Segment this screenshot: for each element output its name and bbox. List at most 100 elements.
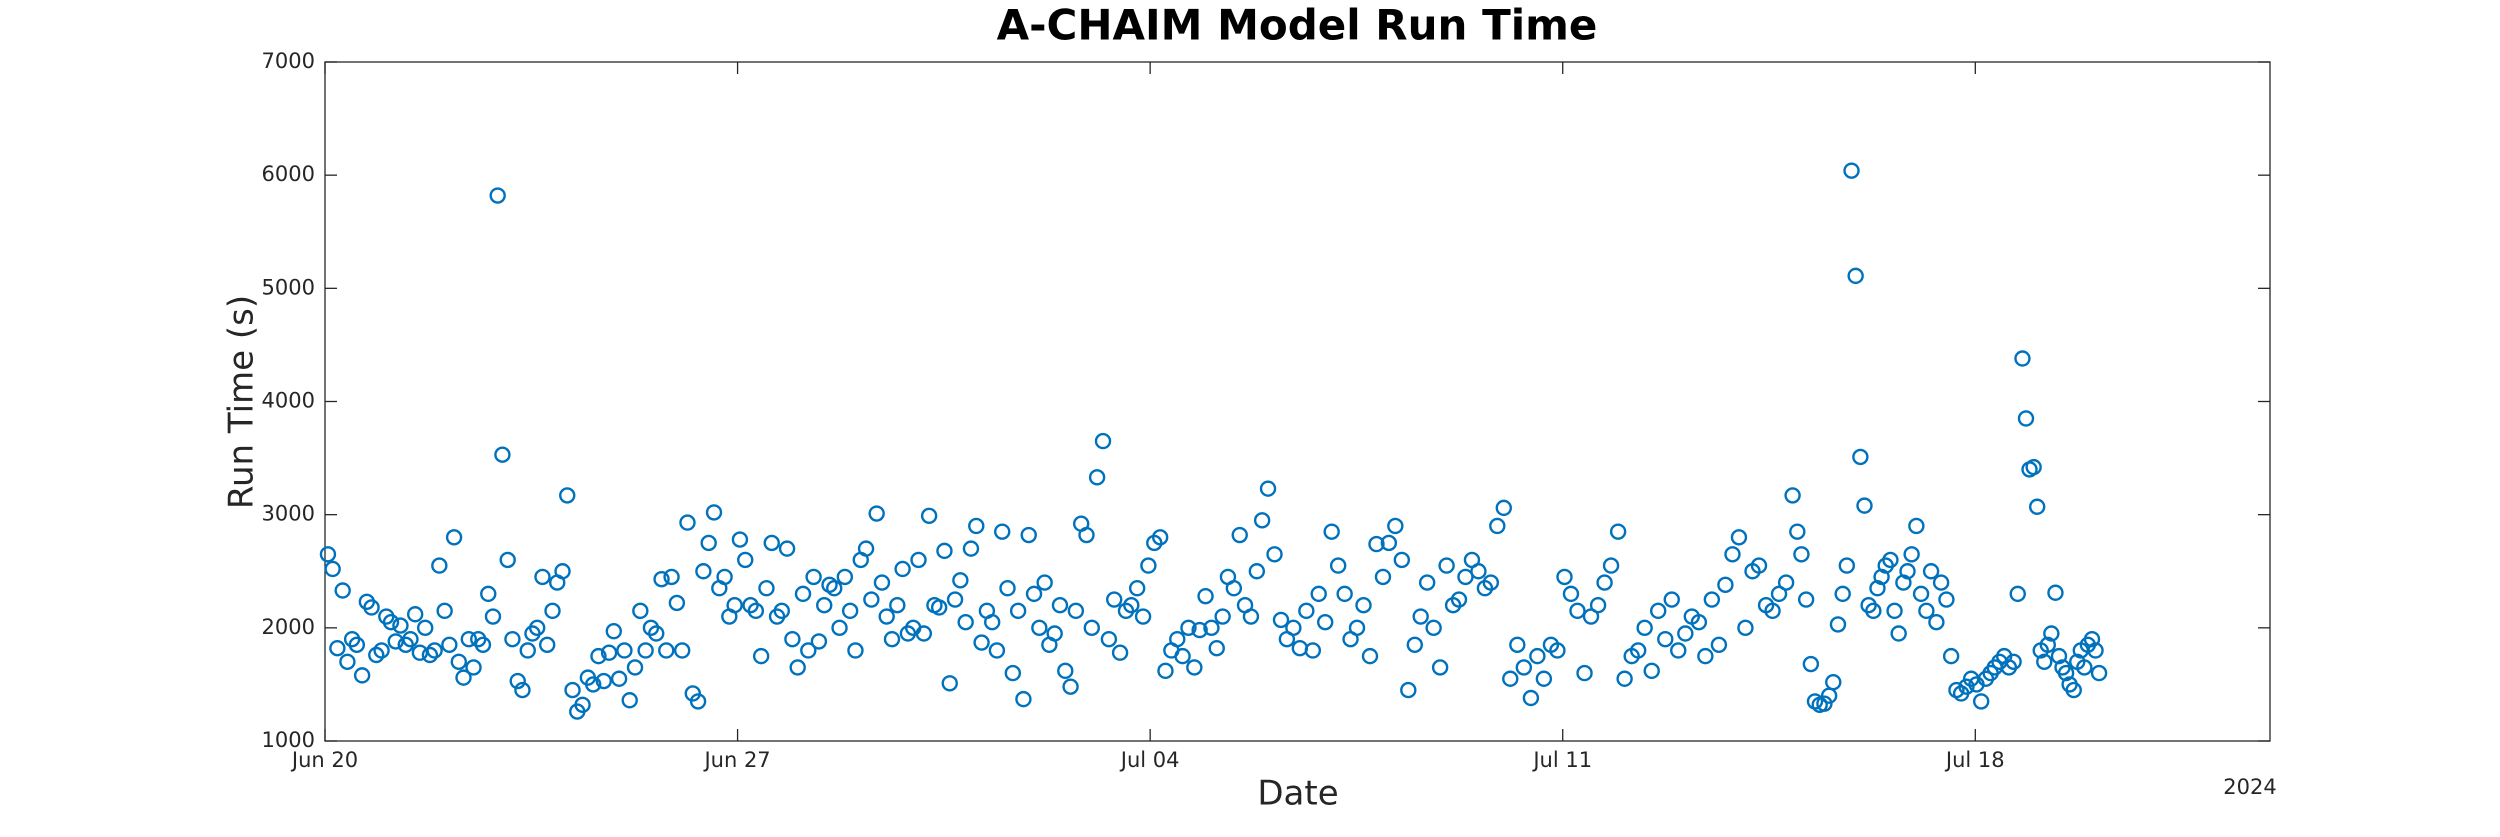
data-point	[544, 602, 561, 620]
data-point	[716, 568, 733, 586]
data-point	[668, 594, 686, 612]
data-point	[1393, 551, 1411, 569]
data-point	[1329, 557, 1347, 574]
data-point	[1031, 619, 1048, 637]
data-point	[514, 681, 531, 699]
x-tick-label: Jun 27	[702, 748, 770, 772]
data-point	[910, 551, 927, 569]
data-point	[1784, 487, 1801, 504]
data-point	[962, 540, 980, 557]
data-point	[983, 613, 1001, 631]
data-point	[1737, 619, 1754, 637]
data-point	[2090, 664, 2108, 682]
data-point	[1191, 621, 1208, 639]
y-tick-label: 4000	[262, 389, 315, 413]
data-point	[2050, 647, 2068, 665]
data-point	[334, 582, 351, 599]
data-point	[1724, 546, 1741, 563]
data-point	[1310, 585, 1327, 603]
data-point	[1051, 597, 1069, 614]
data-point	[426, 642, 443, 659]
data-point	[1843, 162, 1860, 179]
data-point	[373, 642, 390, 659]
data-point	[673, 642, 691, 659]
data-point	[480, 585, 497, 603]
data-point	[941, 675, 958, 692]
y-tick-label: 1000	[262, 728, 315, 752]
data-point	[406, 606, 424, 623]
data-point	[1856, 497, 1873, 514]
data-point	[1015, 690, 1032, 708]
data-point	[1834, 585, 1851, 603]
data-point	[873, 574, 891, 591]
data-point	[1777, 574, 1795, 591]
data-point	[600, 644, 618, 661]
data-point	[534, 568, 551, 586]
data-point	[763, 534, 780, 552]
data-point	[1535, 670, 1553, 687]
data-point	[1450, 591, 1468, 608]
data-point	[841, 602, 859, 620]
data-point	[1717, 576, 1734, 594]
data-point	[1348, 619, 1366, 637]
data-point	[1100, 630, 1118, 648]
data-point	[489, 187, 506, 204]
data-point	[2009, 585, 2026, 603]
data-point	[747, 602, 765, 620]
data-point	[554, 563, 571, 580]
data-point	[584, 676, 602, 693]
data-point	[810, 633, 828, 650]
data-point	[1203, 619, 1220, 637]
data-point	[1009, 602, 1027, 620]
data-point	[1438, 557, 1455, 574]
data-point	[2065, 681, 2082, 699]
data-point	[436, 602, 453, 620]
data-point	[1602, 557, 1620, 574]
data-point	[1730, 529, 1748, 546]
data-point	[1134, 608, 1152, 625]
data-point	[1174, 647, 1191, 665]
data-point	[528, 619, 546, 637]
data-point	[1105, 591, 1123, 608]
data-point	[1918, 602, 1935, 620]
data-point	[1750, 557, 1768, 574]
data-point	[1515, 659, 1533, 676]
data-point	[1248, 563, 1266, 580]
data-point	[726, 597, 743, 614]
data-point	[590, 647, 607, 665]
data-point	[2014, 350, 2031, 367]
data-point	[1067, 602, 1085, 620]
data-point	[973, 634, 990, 651]
data-point	[1825, 673, 1842, 691]
data-point	[1582, 608, 1600, 625]
data-point	[920, 507, 938, 524]
data-point	[2036, 653, 2053, 670]
data-point	[1576, 664, 1593, 682]
data-point	[988, 642, 1006, 659]
data-point	[1677, 625, 1694, 642]
data-point	[1502, 670, 1519, 687]
data-point	[952, 572, 969, 589]
data-point	[1509, 636, 1526, 654]
data-point	[1470, 563, 1487, 580]
data-point	[1802, 655, 1820, 673]
data-point	[610, 670, 628, 687]
data-point	[1231, 526, 1248, 544]
data-point	[1242, 608, 1260, 625]
data-point	[1197, 587, 1214, 605]
data-point	[1046, 625, 1063, 642]
data-point	[353, 667, 371, 684]
data-point	[658, 642, 675, 659]
data-point	[968, 517, 985, 535]
data-point	[1355, 597, 1372, 614]
data-point	[382, 613, 400, 631]
data-point	[857, 540, 875, 557]
data-point	[800, 642, 817, 659]
data-point	[957, 613, 974, 631]
data-point	[1629, 642, 1647, 659]
data-point	[1259, 480, 1277, 497]
data-point	[1697, 647, 1714, 665]
data-point	[1057, 662, 1074, 680]
data-point	[883, 630, 901, 648]
